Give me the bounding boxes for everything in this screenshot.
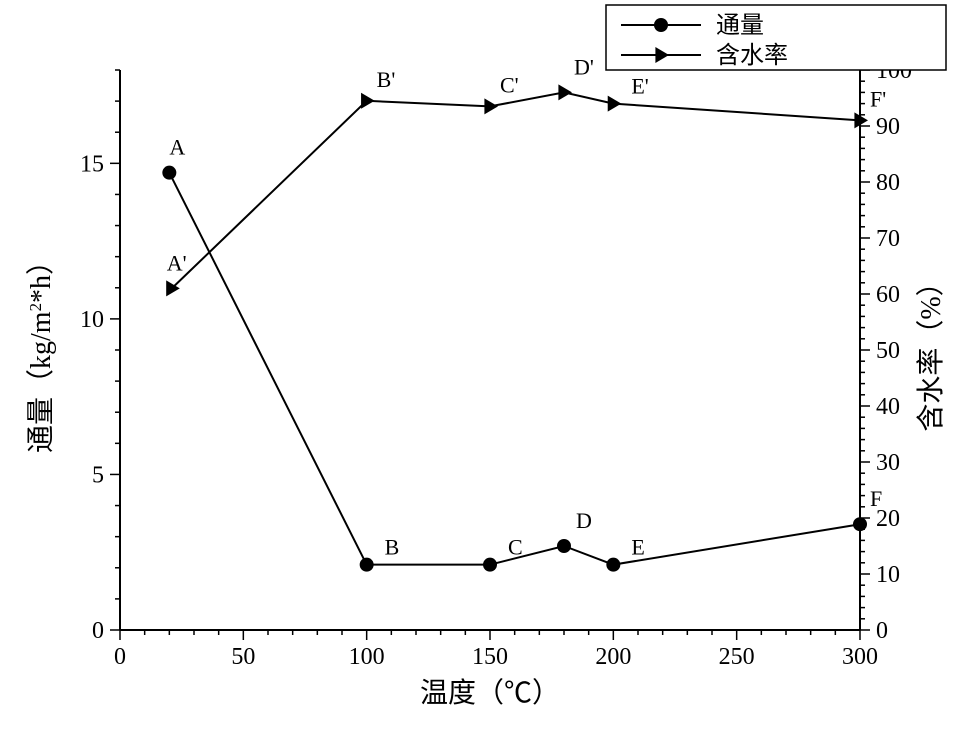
y-left-axis-title: 通量（kg/m2*h） [25, 247, 57, 453]
y-right-tick-label: 90 [876, 114, 900, 140]
chart-container: 050100150200250300温度（℃）051015通量（kg/m2*h）… [0, 0, 977, 745]
chart-svg: 050100150200250300温度（℃）051015通量（kg/m2*h）… [0, 0, 977, 745]
x-tick-label: 150 [472, 644, 508, 670]
water-point-label: A' [167, 250, 187, 275]
y-left-tick-label: 10 [80, 307, 104, 333]
flux-point-label: B [385, 535, 400, 560]
y-left-tick-label: 0 [92, 618, 104, 644]
flux-point-label: F [870, 486, 882, 511]
y-right-tick-label: 0 [876, 618, 888, 644]
flux-point-label: E [631, 535, 644, 560]
y-right-tick-label: 10 [876, 562, 900, 588]
x-tick-label: 50 [231, 644, 255, 670]
water-point-label: B' [377, 67, 396, 92]
x-tick-label: 100 [349, 644, 385, 670]
x-tick-label: 0 [114, 644, 126, 670]
x-tick-label: 300 [842, 644, 878, 670]
y-right-tick-label: 60 [876, 282, 900, 308]
y-right-tick-label: 30 [876, 450, 900, 476]
water-point-label: D' [574, 54, 594, 79]
y-right-tick-label: 70 [876, 226, 900, 252]
flux-point-label: A [169, 135, 185, 160]
y-left-tick-label: 15 [80, 151, 104, 177]
flux-point-label: D [576, 508, 592, 533]
y-left-tick-label: 5 [92, 462, 104, 488]
x-tick-label: 200 [595, 644, 631, 670]
water-point-label: E' [631, 74, 648, 99]
flux-point-label: C [508, 535, 523, 560]
legend-label: 通量 [716, 13, 764, 39]
water-point-label: F' [870, 86, 886, 111]
y-right-tick-label: 40 [876, 394, 900, 420]
x-tick-label: 250 [719, 644, 755, 670]
legend: 通量含水率 [606, 5, 946, 70]
legend-label: 含水率 [716, 42, 788, 69]
y-right-axis-title: 含水率（%） [915, 268, 947, 431]
x-axis-title: 温度（℃） [420, 677, 560, 709]
y-right-tick-label: 50 [876, 338, 900, 364]
y-right-tick-label: 80 [876, 170, 900, 196]
water-point-label: C' [500, 72, 519, 97]
